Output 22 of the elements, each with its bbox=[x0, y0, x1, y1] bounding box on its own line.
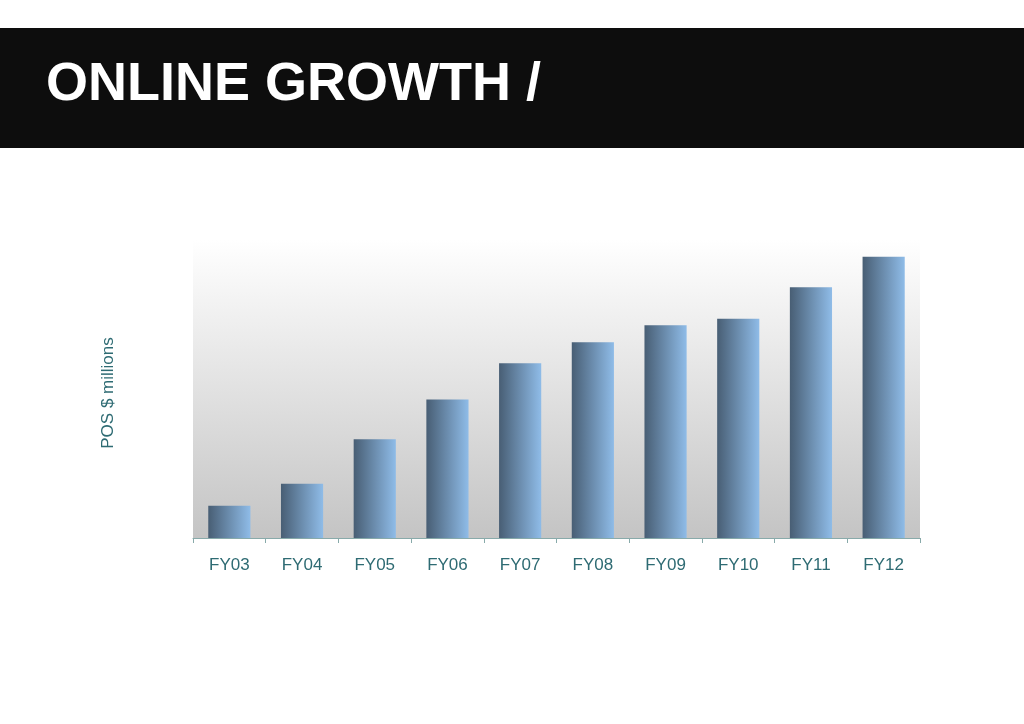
bar bbox=[353, 439, 396, 538]
bar bbox=[789, 287, 833, 538]
bar bbox=[571, 342, 614, 538]
bar bbox=[208, 505, 251, 538]
x-tick-label: FY08 bbox=[572, 555, 614, 574]
x-tick-label: FY12 bbox=[863, 555, 904, 574]
x-tick-label: FY05 bbox=[354, 555, 396, 574]
bar bbox=[499, 363, 542, 538]
bar bbox=[426, 399, 469, 538]
x-tick-label: FY04 bbox=[281, 555, 323, 574]
bar bbox=[717, 318, 760, 538]
y-axis-title: POS $ millions bbox=[98, 337, 118, 449]
x-tick-label: FY10 bbox=[717, 555, 759, 574]
bar bbox=[862, 256, 905, 538]
x-tick-label: FY09 bbox=[645, 555, 686, 574]
x-tick-label: FY07 bbox=[499, 555, 541, 574]
bar bbox=[280, 483, 324, 538]
chart-title: ONLINE GROWTH / bbox=[46, 50, 541, 112]
x-tick-label: FY11 bbox=[791, 555, 831, 574]
bar bbox=[644, 325, 687, 538]
x-tick-label: FY03 bbox=[209, 555, 250, 574]
x-tick-label: FY06 bbox=[427, 555, 468, 574]
